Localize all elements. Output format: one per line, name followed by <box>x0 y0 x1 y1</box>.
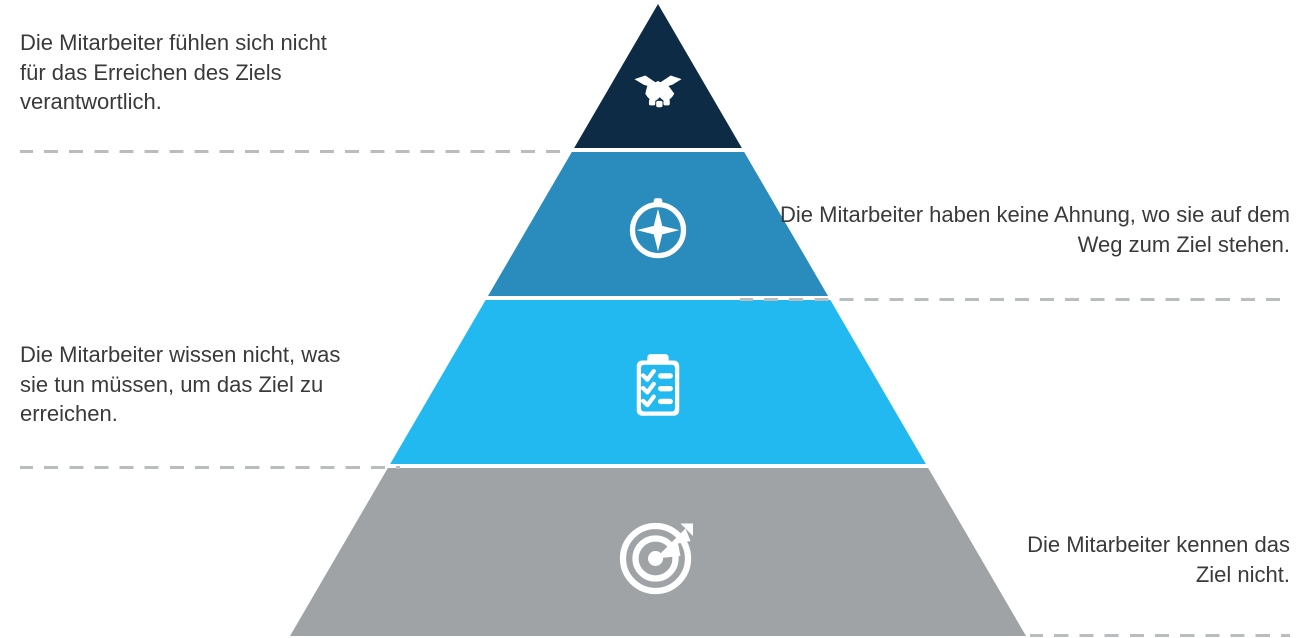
caption-4: Die Mitarbeiter kennen das Ziel nicht. <box>1000 530 1290 589</box>
caption-1: Die Mitarbeiter fühlen sich nicht für da… <box>20 28 350 117</box>
infographic-stage: Die Mitarbeiter fühlen sich nicht für da… <box>0 0 1310 638</box>
caption-3: Die Mitarbeiter wissen nicht, was sie tu… <box>20 340 350 429</box>
dashed-line-4 <box>1030 634 1290 637</box>
handshake-icon <box>629 61 687 119</box>
caption-2: Die Mitarbeiter haben keine Ahnung, wo s… <box>770 200 1290 259</box>
target-icon <box>618 516 698 596</box>
dashed-line-1 <box>20 150 570 153</box>
dashed-line-3 <box>20 466 400 469</box>
dashed-line-2 <box>740 298 1290 301</box>
compass-icon <box>624 194 692 262</box>
clipboard-icon <box>624 352 692 420</box>
